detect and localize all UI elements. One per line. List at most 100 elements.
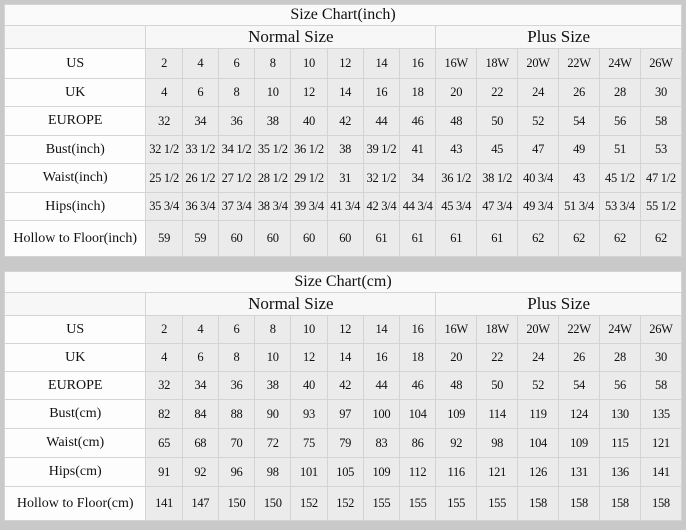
size-value-cell: 40 [290, 106, 328, 136]
size-value-cell: 16 [399, 315, 437, 344]
size-value-cell: 14 [362, 315, 401, 344]
size-value-cell: 6 [181, 78, 219, 107]
size-value-cell: 55 1/2 [639, 192, 683, 221]
group-plus-size: Plus Size [435, 25, 682, 49]
size-value-cell: 83 [362, 428, 401, 458]
size-value-cell: 150 [217, 486, 256, 521]
size-value-cell: 2 [145, 315, 183, 344]
size-value-cell: 98 [476, 428, 519, 458]
size-value-cell: 10 [254, 78, 292, 107]
header-blank-cell [3, 292, 147, 316]
size-value-cell: 26 [558, 78, 600, 107]
size-value-cell: 51 [598, 135, 641, 164]
size-value-cell: 20W [517, 48, 560, 79]
size-value-cell: 62 [639, 220, 683, 257]
size-value-cell: 45 [476, 135, 519, 164]
size-value-cell: 155 [435, 486, 478, 521]
size-value-cell: 34 [399, 163, 437, 193]
size-value-cell: 119 [517, 399, 560, 429]
size-value-cell: 112 [399, 457, 437, 487]
size-value-cell: 26 1/2 [181, 163, 219, 193]
size-value-cell: 24 [517, 78, 560, 107]
size-value-cell: 30 [639, 78, 683, 107]
size-value-cell: 126 [517, 457, 560, 487]
size-value-cell: 155 [362, 486, 401, 521]
row-label: Hollow to Floor(cm) [3, 486, 147, 521]
size-value-cell: 48 [435, 371, 478, 400]
size-value-cell: 36 1/2 [290, 135, 328, 164]
row-label: Bust(inch) [3, 135, 147, 164]
size-value-cell: 24 [517, 343, 560, 372]
size-value-cell: 16 [399, 48, 437, 79]
size-value-cell: 22 [476, 343, 519, 372]
size-value-cell: 40 3/4 [517, 163, 560, 193]
size-value-cell: 155 [399, 486, 437, 521]
size-value-cell: 10 [290, 48, 328, 79]
size-value-cell: 24W [598, 48, 641, 79]
size-value-cell: 46 [399, 371, 437, 400]
size-value-cell: 32 1/2 [145, 135, 183, 164]
size-value-cell: 59 [145, 220, 183, 257]
size-value-cell: 12 [290, 343, 328, 372]
table-title: Size Chart(cm) [4, 271, 682, 293]
size-value-cell: 12 [326, 48, 364, 79]
size-value-cell: 109 [558, 428, 600, 458]
size-value-cell: 39 1/2 [362, 135, 401, 164]
size-value-cell: 4 [145, 78, 183, 107]
size-value-cell: 152 [326, 486, 364, 521]
size-value-cell: 104 [517, 428, 560, 458]
size-value-cell: 6 [181, 343, 219, 372]
row-label: Bust(cm) [3, 399, 147, 429]
size-value-cell: 42 3/4 [362, 192, 401, 221]
size-value-cell: 2 [145, 48, 183, 79]
title-row: Size Chart(cm) [4, 271, 682, 293]
size-value-cell: 62 [598, 220, 641, 257]
size-value-cell: 70 [217, 428, 256, 458]
size-value-cell: 47 [517, 135, 560, 164]
size-value-cell: 28 [598, 343, 641, 372]
table-row: UK 4 6 8 10 12 14 16 18 20 22 24 26 28 30 [3, 343, 683, 372]
size-value-cell: 36 1/2 [435, 163, 478, 193]
size-value-cell: 33 1/2 [181, 135, 219, 164]
size-table: Size Chart(inch) Normal Size Plus Size US 2 4… [3, 4, 683, 257]
size-value-cell: 56 [598, 371, 641, 400]
table-row: Hips(inch) 35 3/4 36 3/4 37 3/4 38 3/4 39 3/4… [3, 192, 683, 221]
size-value-cell: 16 [362, 343, 401, 372]
size-value-cell: 34 [181, 106, 219, 136]
size-value-cell: 44 [362, 371, 401, 400]
size-value-cell: 100 [362, 399, 401, 429]
size-value-cell: 41 3/4 [326, 192, 364, 221]
size-value-cell: 20 [435, 78, 478, 107]
group-normal-size: Normal Size [145, 25, 437, 49]
group-header-row: Normal Size Plus Size [3, 292, 682, 316]
size-value-cell: 88 [217, 399, 256, 429]
size-value-cell: 16 [362, 78, 401, 107]
size-value-cell: 38 [254, 371, 292, 400]
size-value-cell: 22W [558, 315, 600, 344]
size-value-cell: 38 [254, 106, 292, 136]
size-value-cell: 28 [598, 78, 641, 107]
size-value-cell: 93 [290, 399, 328, 429]
size-value-cell: 26W [639, 315, 683, 344]
size-value-cell: 136 [598, 457, 641, 487]
size-value-cell: 45 1/2 [598, 163, 641, 193]
row-label: EUROPE [3, 371, 147, 400]
header-blank-cell [3, 25, 147, 49]
size-value-cell: 158 [639, 486, 683, 521]
table-row: UK 4 6 8 10 12 14 16 18 20 22 24 26 28 30 [3, 78, 683, 107]
size-value-cell: 92 [435, 428, 478, 458]
size-value-cell: 18W [476, 315, 519, 344]
table-title: Size Chart(inch) [4, 4, 682, 26]
size-value-cell: 91 [145, 457, 183, 487]
size-value-cell: 98 [254, 457, 292, 487]
size-value-cell: 51 3/4 [558, 192, 600, 221]
size-value-cell: 152 [290, 486, 328, 521]
row-label: Hips(inch) [3, 192, 147, 221]
size-value-cell: 32 [145, 371, 183, 400]
size-value-cell: 60 [326, 220, 364, 257]
size-value-cell: 45 3/4 [435, 192, 478, 221]
size-value-cell: 34 [181, 371, 219, 400]
size-value-cell: 6 [217, 48, 256, 79]
size-value-cell: 135 [639, 399, 683, 429]
group-header-row: Normal Size Plus Size [3, 25, 682, 49]
